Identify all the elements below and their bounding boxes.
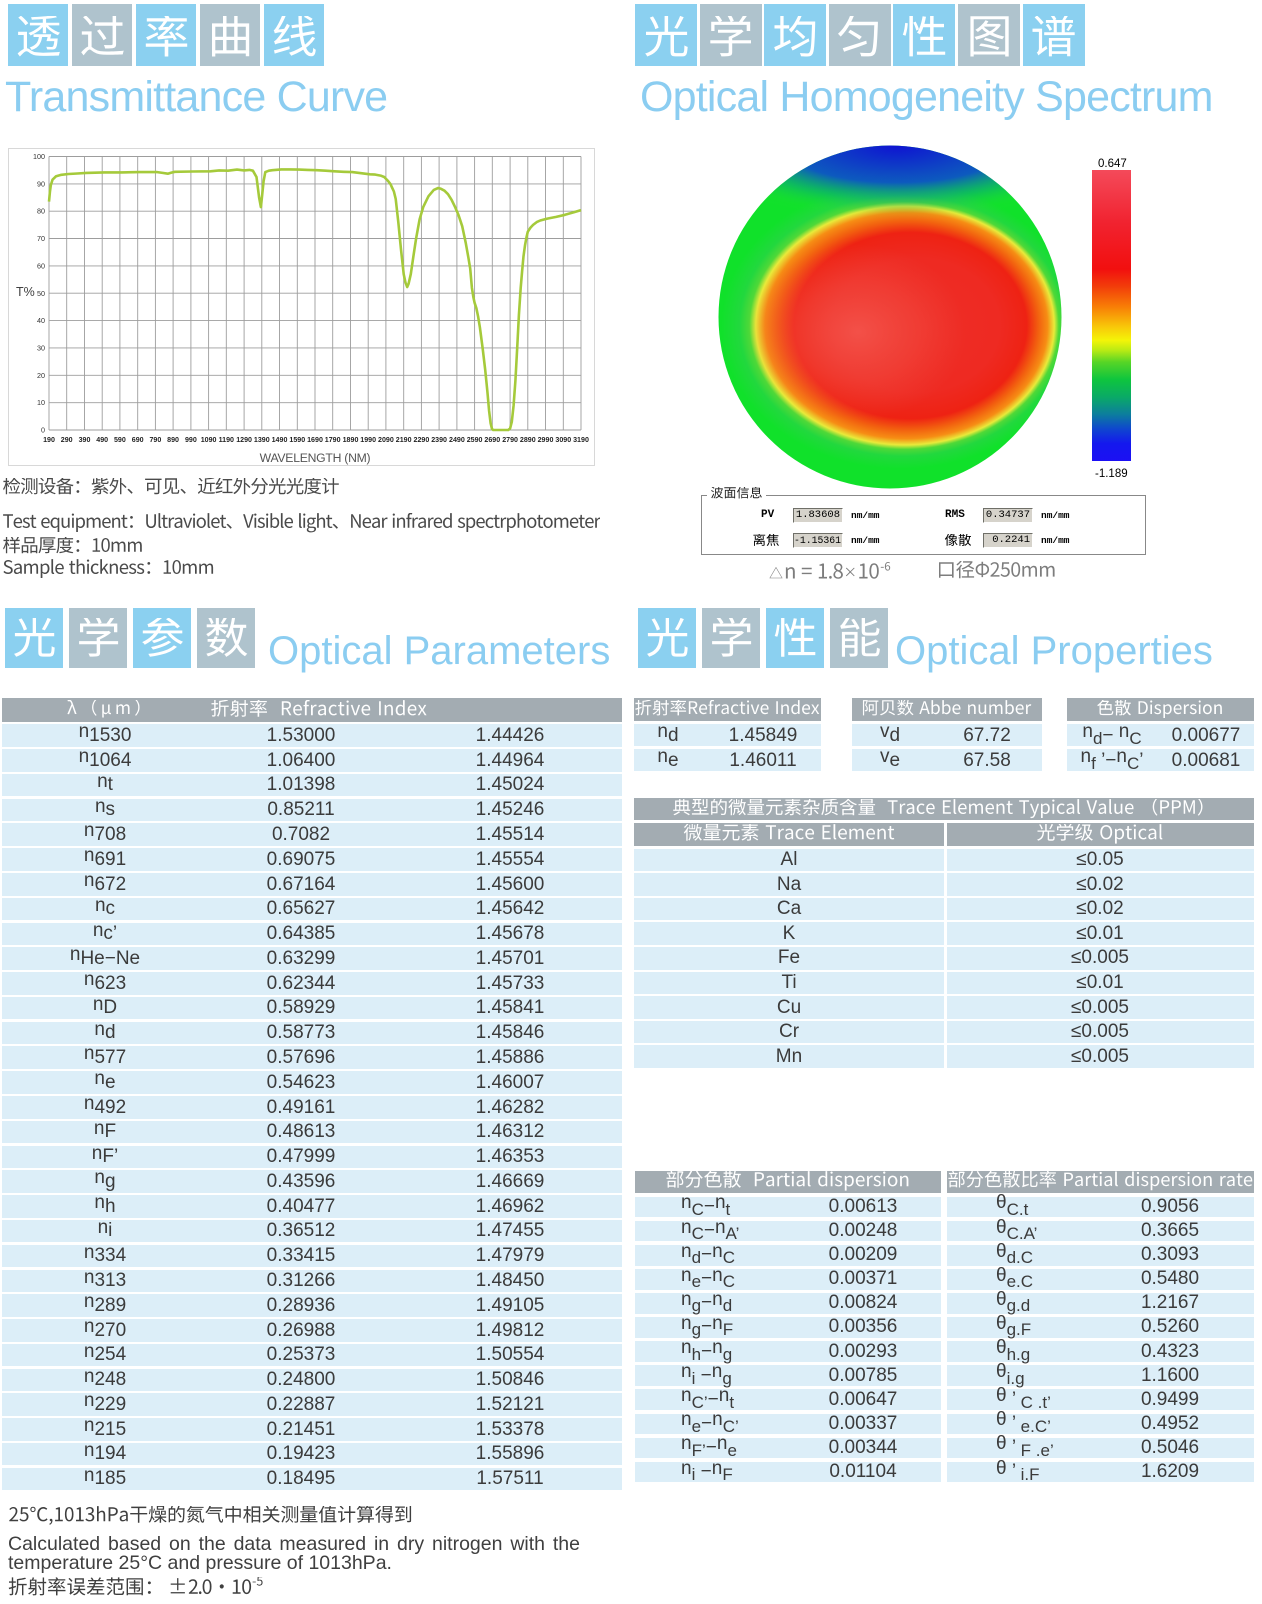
- svg-text:2990: 2990: [538, 436, 554, 444]
- svg-text:2890: 2890: [520, 436, 536, 444]
- svg-text:10: 10: [37, 398, 45, 407]
- svg-text:290: 290: [61, 436, 73, 444]
- svg-text:1490: 1490: [272, 436, 288, 444]
- svg-text:0.647: 0.647: [1098, 158, 1127, 170]
- svg-text:WAVELENGTH (NM): WAVELENGTH (NM): [260, 451, 371, 465]
- svg-text:1090: 1090: [201, 436, 217, 444]
- svg-text:40: 40: [37, 316, 45, 325]
- svg-text:1890: 1890: [343, 436, 359, 444]
- svg-text:100: 100: [33, 152, 45, 161]
- svg-text:890: 890: [167, 436, 179, 444]
- svg-text:-1.189: -1.189: [1095, 468, 1128, 480]
- svg-text:1790: 1790: [325, 436, 341, 444]
- svg-text:490: 490: [96, 436, 108, 444]
- svg-text:2090: 2090: [378, 436, 394, 444]
- svg-text:1190: 1190: [219, 436, 234, 444]
- svg-text:30: 30: [37, 343, 45, 352]
- svg-text:0: 0: [41, 426, 45, 435]
- svg-text:90: 90: [37, 179, 45, 188]
- svg-text:80: 80: [37, 207, 45, 216]
- svg-text:590: 590: [114, 436, 126, 444]
- svg-text:20: 20: [37, 371, 45, 380]
- svg-text:2390: 2390: [431, 436, 447, 444]
- svg-text:690: 690: [132, 436, 144, 444]
- svg-text:790: 790: [149, 436, 161, 444]
- svg-text:1390: 1390: [254, 436, 270, 444]
- svg-text:2190: 2190: [396, 436, 412, 444]
- svg-text:190: 190: [43, 436, 55, 444]
- svg-text:T%: T%: [16, 285, 35, 299]
- svg-text:390: 390: [79, 436, 91, 444]
- svg-text:2290: 2290: [414, 436, 430, 444]
- svg-text:2490: 2490: [449, 436, 465, 444]
- svg-text:2790: 2790: [502, 436, 518, 444]
- svg-text:60: 60: [37, 261, 45, 270]
- svg-text:990: 990: [185, 436, 197, 444]
- svg-text:70: 70: [37, 234, 45, 243]
- svg-text:1290: 1290: [236, 436, 252, 444]
- svg-text:1590: 1590: [289, 436, 305, 444]
- svg-text:50: 50: [37, 289, 45, 298]
- svg-text:3190: 3190: [573, 436, 589, 444]
- svg-text:1690: 1690: [307, 436, 323, 444]
- svg-text:2590: 2590: [467, 436, 483, 444]
- svg-text:1990: 1990: [360, 436, 376, 444]
- svg-text:3090: 3090: [555, 436, 571, 444]
- svg-text:2690: 2690: [484, 436, 500, 444]
